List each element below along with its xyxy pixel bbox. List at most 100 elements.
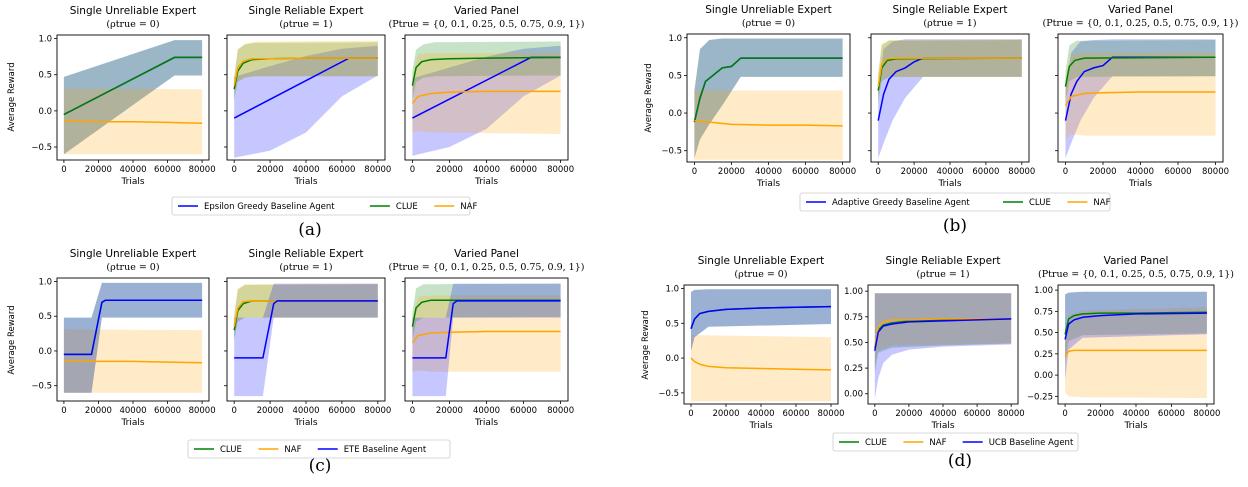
subplot-c-3: 0 20000 40000 60000 80000 Varied Panel (Ptrue … (389, 248, 585, 428)
x-tick-label: 60000 (782, 409, 809, 419)
subplot-subtitle: (Ptrue = {0, 0.1, 0.25, 0.5, 0.75, 0.9, … (1043, 18, 1239, 29)
y-tick-label: −0.5 (658, 389, 679, 399)
legend-label: Epsilon Greedy Baseline Agent (204, 202, 335, 212)
x-tick-label: 80000 (1193, 409, 1220, 419)
x-tick-label: 20000 (85, 406, 112, 416)
x-tick-label: 80000 (829, 167, 856, 177)
series-line (690, 305, 832, 330)
x-axis-label: Trials (748, 421, 772, 431)
x-tick-label: 0 (231, 165, 236, 175)
confidence-band (412, 45, 561, 156)
confidence-band (878, 39, 1022, 98)
series-line (63, 299, 203, 356)
y-tick-label: 1.00 (1034, 286, 1053, 296)
legend-label: CLUE (865, 438, 887, 448)
y-tick-label: 0.00 (1034, 371, 1053, 381)
subplot-b-1: 0 20000 40000 60000 80000 −0.5 0.0 0.5 1.0 Single… (661, 4, 856, 189)
confidence-band (1065, 39, 1216, 159)
x-tick-label: 20000 (436, 406, 463, 416)
x-tick-label: 40000 (473, 406, 500, 416)
x-tick-label: 40000 (936, 167, 963, 177)
series-line (874, 318, 1012, 348)
x-tick-label: 40000 (1127, 167, 1154, 177)
x-axis-label: Trials (474, 418, 498, 428)
x-axis-label: Trials (120, 177, 144, 187)
x-tick-label: 0 (872, 409, 877, 419)
y-tick-label: 0.25 (844, 364, 863, 374)
subplot-subtitle: (Ptrue = {0, 0.1, 0.25, 0.5, 0.75, 0.9, … (389, 19, 585, 30)
y-tick-label: 0.0 (38, 107, 52, 117)
y-tick-label: −0.5 (31, 382, 52, 392)
confidence-band (691, 289, 831, 352)
subplot-subtitle: (ρtrue = 1) (279, 19, 332, 30)
subplot-d-3: 0 20000 40000 60000 80000 −0.25 0.00 0.25 0.50 0.… (1027, 255, 1234, 431)
x-tick-label: 80000 (547, 165, 574, 175)
y-tick-label: 0.75 (1034, 307, 1053, 317)
series-line (1064, 311, 1207, 335)
y-tick-label: −0.5 (31, 143, 52, 153)
figure-caption: (b) (943, 216, 967, 236)
x-axis-label: Trials (937, 179, 961, 189)
subplot-subtitle: (ρtrue = 0) (106, 19, 159, 30)
x-tick-label: 80000 (364, 406, 391, 416)
series-line (234, 300, 378, 359)
series-line (63, 56, 203, 116)
y-tick-label: 0.50 (1034, 329, 1053, 339)
y-tick-label: 0.0 (668, 109, 682, 119)
x-axis-label: Trials (930, 421, 954, 431)
subplot-subtitle: (ρtrue = 0) (742, 18, 795, 29)
confidence-band (412, 53, 561, 134)
subplot-title: Varied Panel (1104, 255, 1169, 267)
x-tick-label: 60000 (154, 165, 181, 175)
x-tick-label: 80000 (1008, 167, 1035, 177)
series-line (412, 300, 561, 359)
x-axis-label: Trials (474, 177, 498, 187)
subplot-title: Single Unreliable Expert (698, 255, 825, 267)
subplot-title: Varied Panel (454, 248, 519, 260)
x-tick-label: 20000 (895, 409, 922, 419)
x-tick-label: 20000 (436, 165, 463, 175)
figure-caption: (c) (309, 456, 332, 476)
legend-label: UCB Baseline Agent (989, 438, 1074, 448)
legend: Epsilon Greedy Baseline Agent CLUE NAF (171, 196, 477, 216)
x-tick-label: 0 (875, 167, 880, 177)
y-axis-label: Average Reward (644, 63, 654, 132)
x-axis-label: Trials (1123, 421, 1147, 431)
series-line (1064, 349, 1207, 357)
x-tick-label: 60000 (510, 406, 537, 416)
confidence-band (1065, 52, 1216, 140)
subplot-subtitle: (ρtrue = 0) (106, 262, 159, 273)
subplot-subtitle: (ρtrue = 1) (279, 262, 332, 273)
subplot-title: Single Unreliable Expert (70, 248, 197, 260)
x-tick-label: 80000 (1202, 167, 1229, 177)
subplot-title: Single Unreliable Expert (705, 4, 832, 16)
series-line (1064, 91, 1216, 106)
subplot-title: Single Reliable Expert (249, 5, 364, 17)
x-tick-label: 40000 (119, 406, 146, 416)
x-tick-label: 80000 (189, 406, 216, 416)
y-tick-label: 0.5 (665, 319, 679, 329)
x-axis-label: Trials (756, 179, 780, 189)
subplot-title: Single Reliable Expert (893, 4, 1008, 16)
legend-label: NAF (929, 438, 946, 448)
y-tick-label: 0.50 (844, 338, 863, 348)
confidence-band (63, 282, 203, 393)
legend-box (832, 432, 1079, 452)
subplot-subtitle: (ρtrue = 0) (734, 269, 787, 280)
subplot-b-3: 0 20000 40000 60000 80000 Varied Panel (Ptrue … (1043, 4, 1239, 189)
subplot-subtitle: (Ptrue = {0, 0.1, 0.25, 0.5, 0.75, 0.9, … (389, 262, 585, 273)
x-tick-label: 40000 (755, 167, 782, 177)
confidence-band (694, 38, 843, 159)
x-axis-label: Trials (293, 177, 317, 187)
y-tick-label: 0.0 (665, 354, 679, 364)
x-tick-label: 60000 (510, 165, 537, 175)
subplot-title: Single Reliable Expert (249, 248, 364, 260)
series-line (63, 120, 203, 124)
subplot-title: Varied Panel (1108, 4, 1173, 16)
x-tick-label: 0 (410, 406, 415, 416)
y-tick-label: 1.00 (844, 287, 863, 297)
x-tick-label: 60000 (154, 406, 181, 416)
y-tick-label: 0.5 (38, 71, 52, 81)
x-tick-label: 40000 (1122, 409, 1149, 419)
confidence-band (874, 293, 1012, 399)
